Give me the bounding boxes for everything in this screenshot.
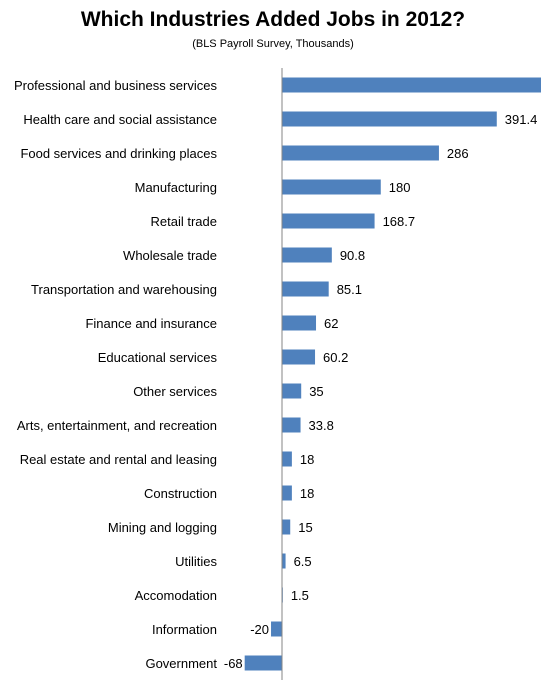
data-label-accomodation: 1.5 [291, 588, 309, 603]
category-label-arts-entertainment-and-recreation: Arts, entertainment, and recreation [17, 418, 217, 433]
category-label-health-care-and-social-assistance: Health care and social assistance [23, 112, 217, 127]
chart-title: Which Industries Added Jobs in 2012? [80, 8, 466, 31]
category-label-wholesale-trade: Wholesale trade [123, 248, 217, 263]
data-label-arts-entertainment-and-recreation: 33.8 [309, 418, 334, 433]
data-label-food-services-and-drinking-places: 286 [447, 146, 469, 161]
bar-utilities [282, 553, 286, 569]
category-label-educational-services: Educational services [98, 350, 218, 365]
data-label-retail-trade: 168.7 [383, 214, 416, 229]
category-label-information: Information [152, 622, 217, 637]
bar-retail-trade [282, 213, 375, 229]
bar-information [271, 621, 282, 637]
bar-arts-entertainment-and-recreation [282, 417, 301, 433]
category-label-manufacturing: Manufacturing [135, 180, 217, 195]
bar-manufacturing [282, 179, 381, 195]
category-label-accomodation: Accomodation [135, 588, 217, 603]
bar-professional-and-business-services [282, 77, 541, 93]
data-label-transportation-and-warehousing: 85.1 [337, 282, 362, 297]
data-label-finance-and-insurance: 62 [324, 316, 338, 331]
bar-educational-services [282, 349, 316, 365]
data-label-health-care-and-social-assistance: 391.4 [505, 112, 538, 127]
data-label-wholesale-trade: 90.8 [340, 248, 365, 263]
data-label-other-services: 35 [309, 384, 323, 399]
bar-health-care-and-social-assistance [282, 111, 497, 127]
category-label-professional-and-business-services: Professional and business services [14, 78, 218, 93]
bar-finance-and-insurance [282, 315, 317, 331]
category-label-other-services: Other services [133, 384, 217, 399]
data-label-mining-and-logging: 15 [298, 520, 312, 535]
category-label-mining-and-logging: Mining and logging [108, 520, 217, 535]
data-label-construction: 18 [300, 486, 314, 501]
chart-subtitle: (BLS Payroll Survey, Thousands) [192, 38, 354, 50]
category-label-transportation-and-warehousing: Transportation and warehousing [31, 282, 217, 297]
data-label-real-estate-and-rental-and-leasing: 18 [300, 452, 314, 467]
data-label-manufacturing: 180 [389, 180, 411, 195]
bar-construction [282, 485, 292, 501]
bar-mining-and-logging [282, 519, 291, 535]
category-label-food-services-and-drinking-places: Food services and drinking places [20, 146, 217, 161]
bar-wholesale-trade [282, 247, 332, 263]
bar-food-services-and-drinking-places [282, 145, 439, 161]
bar-real-estate-and-rental-and-leasing [282, 451, 292, 467]
data-label-educational-services: 60.2 [323, 350, 348, 365]
data-label-information: -20 [250, 622, 269, 637]
bar-transportation-and-warehousing [282, 281, 329, 297]
bar-government [244, 655, 282, 671]
category-label-government: Government [145, 656, 217, 671]
category-label-construction: Construction [144, 486, 217, 501]
bar-other-services [282, 383, 302, 399]
category-label-utilities: Utilities [175, 554, 217, 569]
category-label-retail-trade: Retail trade [151, 214, 217, 229]
data-label-utilities: 6.5 [294, 554, 312, 569]
data-label-government: -68 [224, 656, 243, 671]
category-label-finance-and-insurance: Finance and insurance [85, 316, 217, 331]
category-label-real-estate-and-rental-and-leasing: Real estate and rental and leasing [20, 452, 217, 467]
